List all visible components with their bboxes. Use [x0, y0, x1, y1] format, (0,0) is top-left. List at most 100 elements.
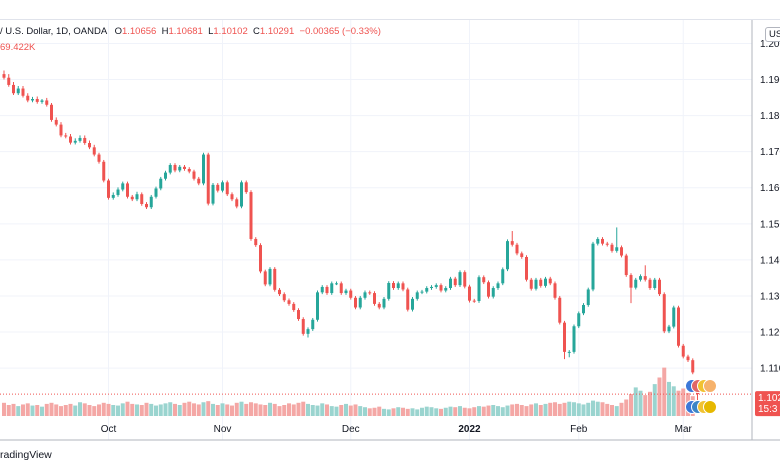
volume-bar	[187, 401, 192, 416]
volume-bar	[386, 409, 391, 416]
economic-events[interactable]	[685, 379, 717, 414]
candle	[468, 284, 471, 303]
time-axis[interactable]: Oct Nov Dec 2022 Feb Mar	[101, 424, 693, 435]
candle	[396, 281, 400, 290]
candle	[330, 281, 334, 295]
candle	[316, 290, 319, 322]
volume-bar	[448, 406, 453, 416]
volume-bar	[595, 401, 600, 416]
volume-bar	[234, 402, 239, 416]
volume-bar	[391, 408, 396, 416]
volume-bar	[538, 405, 543, 416]
volume-bar	[268, 402, 272, 416]
candle	[605, 241, 609, 247]
volume-bar	[154, 405, 158, 416]
volume-bar	[139, 405, 144, 416]
candle	[297, 308, 300, 321]
candle	[439, 283, 443, 293]
volume-bar	[605, 403, 610, 416]
volume-bar	[382, 408, 386, 416]
volume-bar	[671, 386, 676, 416]
volume-bar	[310, 405, 315, 416]
volume-bar	[296, 402, 301, 416]
candle	[240, 180, 243, 209]
candle	[363, 290, 367, 300]
candle	[173, 163, 177, 173]
volume-bar	[97, 404, 101, 416]
volume-bar	[16, 406, 21, 416]
candle	[672, 305, 676, 329]
candle	[164, 170, 167, 181]
price-tick-label: 1.200	[760, 39, 780, 50]
price-tick-label: 1.140	[760, 255, 780, 266]
volume-bar	[562, 402, 567, 416]
candle	[449, 276, 452, 290]
candle	[249, 190, 253, 241]
volume-bar	[291, 404, 296, 416]
candle	[434, 283, 438, 289]
volume-bar	[662, 367, 667, 416]
volume-bar	[401, 407, 405, 416]
candle	[506, 239, 509, 272]
candle	[35, 96, 39, 104]
volume-bar	[329, 406, 334, 416]
volume-bar	[6, 405, 11, 416]
candle	[463, 270, 467, 289]
volume-bar	[481, 406, 486, 416]
volume-bar	[591, 400, 595, 416]
volume-bar	[253, 403, 258, 416]
symbol-legend: / U.S. Dollar, 1D, OANDA O1.10656 H1.106…	[0, 26, 381, 37]
volume-bar	[87, 405, 92, 416]
volume-bar	[325, 404, 329, 416]
candle	[610, 242, 614, 253]
volume-bar	[220, 403, 225, 416]
volume-bar	[348, 405, 353, 416]
last-price-value: 1.102	[758, 393, 780, 404]
volume-bar	[424, 406, 429, 416]
currency-button[interactable]: USD	[765, 27, 780, 42]
candle	[192, 169, 196, 181]
candle	[686, 354, 690, 362]
tradingview-brand[interactable]: radingView	[0, 449, 52, 461]
volume-bar	[405, 408, 410, 416]
candle	[235, 197, 239, 209]
price-tick-label: 1.130	[760, 291, 780, 302]
candle	[273, 267, 277, 292]
volume-bar	[610, 405, 614, 416]
volume-bar	[500, 407, 505, 416]
time-tick-label: Dec	[342, 424, 360, 435]
candle	[183, 165, 186, 171]
price-axis[interactable]: 1.110 1.120 1.130 1.140 1.150 1.160 1.170 1.180…	[760, 39, 780, 375]
candle	[230, 192, 234, 202]
volume-bar	[63, 405, 68, 416]
candle	[563, 320, 566, 360]
time-tick-label: Mar	[675, 424, 693, 435]
candle	[21, 86, 25, 98]
volume-bar	[344, 403, 348, 416]
volume-bar	[158, 404, 163, 416]
volume-bar	[543, 403, 548, 416]
candle	[69, 133, 72, 145]
candle	[102, 159, 106, 183]
candle	[135, 191, 139, 202]
volume-bar	[182, 402, 187, 416]
volume-bar	[624, 399, 629, 416]
candle	[658, 277, 661, 296]
low-value: 1.10102	[213, 26, 248, 37]
time-tick-label: 2022	[458, 424, 481, 435]
candle	[415, 290, 419, 301]
volume-bar	[163, 403, 168, 416]
volume-bar	[249, 402, 253, 416]
candle	[634, 277, 638, 290]
candle	[482, 275, 486, 285]
volume-bar	[177, 405, 182, 416]
candle	[263, 269, 267, 287]
candle	[311, 317, 315, 331]
volume-bar	[486, 405, 491, 416]
time-tick-label: Nov	[214, 424, 232, 435]
price-tick-label: 1.110	[760, 364, 780, 375]
candle	[349, 288, 353, 300]
volume-bar	[315, 405, 320, 416]
volume-bar	[557, 403, 562, 416]
